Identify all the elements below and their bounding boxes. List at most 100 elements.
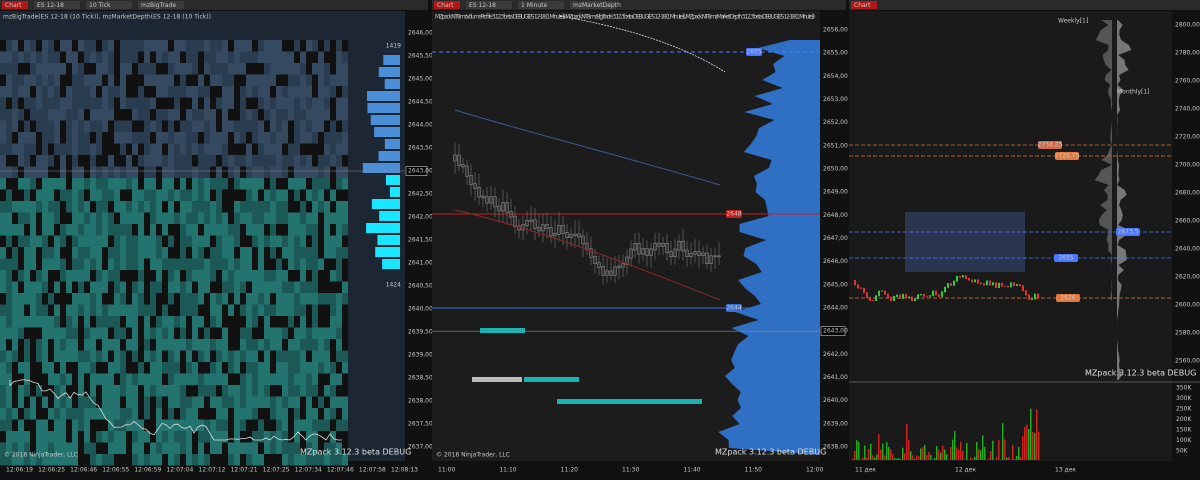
heatmap-cell <box>210 431 216 443</box>
heatmap-cell <box>318 120 324 132</box>
heatmap-cell <box>168 362 174 374</box>
tab-label[interactable]: mzMarketDepth <box>573 2 621 9</box>
heatmap-cell <box>78 419 84 431</box>
heatmap-cell <box>30 247 36 259</box>
heatmap-cell <box>24 419 30 431</box>
heatmap-cell <box>288 189 294 201</box>
heatmap-cell <box>36 40 42 52</box>
tab[interactable] <box>86 1 132 9</box>
heatmap-cell <box>240 304 246 316</box>
heatmap-cell <box>150 408 156 420</box>
heatmap-cell <box>210 327 216 339</box>
heatmap-cell <box>258 270 264 282</box>
tab-label[interactable]: Chart <box>437 2 454 9</box>
heatmap-cell <box>90 120 96 132</box>
tab[interactable] <box>2 1 28 9</box>
heatmap-cell <box>234 362 240 374</box>
heatmap-cell <box>210 189 216 201</box>
heatmap-cell <box>204 385 210 397</box>
heatmap-cell <box>186 97 192 109</box>
heatmap-cell <box>48 40 54 52</box>
heatmap-cell <box>228 63 234 75</box>
heatmap-cell <box>6 339 12 351</box>
heatmap-cell <box>222 109 228 121</box>
heatmap-cell <box>216 442 222 454</box>
heatmap-cell <box>180 350 186 362</box>
heatmap-cell <box>162 201 168 213</box>
heatmap-cell <box>246 316 252 328</box>
heatmap-cell <box>102 431 108 443</box>
heatmap-cell <box>30 362 36 374</box>
heatmap-cell <box>330 362 336 374</box>
tab-label[interactable]: 10 Tick <box>89 2 111 9</box>
volume-bar <box>874 457 876 460</box>
heatmap-cell <box>330 74 336 86</box>
candle-body <box>617 265 621 269</box>
candle-body <box>869 296 871 301</box>
heatmap-cell <box>258 120 264 132</box>
heatmap-cell <box>270 396 276 408</box>
tab-label[interactable]: ES 12-18 <box>469 2 496 9</box>
heatmap-cell <box>228 155 234 167</box>
heatmap-cell <box>306 350 312 362</box>
heatmap-cell <box>144 86 150 98</box>
heatmap-cell <box>270 74 276 86</box>
heatmap-cell <box>342 281 348 293</box>
level-tag <box>746 48 762 56</box>
depth-bar <box>384 139 400 149</box>
heatmap-cell <box>270 120 276 132</box>
candle-body <box>649 248 653 256</box>
tab-label[interactable]: ES 12-18 <box>37 2 64 9</box>
heatmap-cell <box>120 51 126 63</box>
big-trade-bar <box>480 328 525 333</box>
heatmap-cell <box>30 385 36 397</box>
tab[interactable] <box>851 1 877 9</box>
heatmap-cell <box>216 373 222 385</box>
heatmap-cell <box>72 408 78 420</box>
heatmap-cell <box>120 40 126 52</box>
volume-bar <box>964 459 966 460</box>
tab-label[interactable]: Chart <box>854 2 871 9</box>
heatmap-cell <box>246 224 252 236</box>
heatmap-cell <box>282 258 288 270</box>
heatmap-cell <box>228 419 234 431</box>
heatmap-cell <box>144 270 150 282</box>
heatmap-cell <box>174 408 180 420</box>
depth-bar <box>367 103 400 113</box>
tab[interactable] <box>434 1 460 9</box>
heatmap-cell <box>312 212 318 224</box>
tab-label[interactable]: mzBigTrade <box>141 2 176 9</box>
tab-label[interactable]: 1 Minute <box>521 2 548 9</box>
heatmap-cell <box>180 385 186 397</box>
heatmap-cell <box>186 350 192 362</box>
heatmap-cell <box>210 293 216 305</box>
heatmap-cell <box>282 419 288 431</box>
heatmap-cell <box>330 189 336 201</box>
volume-bar <box>856 440 858 460</box>
tab[interactable] <box>466 1 512 9</box>
tab[interactable] <box>570 1 616 9</box>
tab[interactable] <box>138 1 184 9</box>
heatmap-cell <box>72 270 78 282</box>
tab[interactable] <box>518 1 564 9</box>
heatmap-cell <box>252 350 258 362</box>
heatmap-cell <box>12 373 18 385</box>
heatmap-cell <box>36 442 42 454</box>
heatmap-cell <box>228 454 234 466</box>
heatmap-cell <box>114 385 120 397</box>
heatmap-cell <box>252 155 258 167</box>
heatmap-cell <box>48 258 54 270</box>
heatmap-cell <box>252 178 258 190</box>
heatmap-cell <box>336 442 342 454</box>
candle-body <box>896 294 898 297</box>
heatmap-cell <box>240 247 246 259</box>
heatmap-cell <box>198 316 204 328</box>
heatmap-cell <box>306 235 312 247</box>
tab[interactable] <box>34 1 80 9</box>
tab-label[interactable]: Chart <box>5 2 22 9</box>
heatmap-cell <box>276 224 282 236</box>
heatmap-cell <box>102 97 108 109</box>
heatmap-cell <box>90 362 96 374</box>
heatmap-cell <box>6 293 12 305</box>
heatmap-cell <box>306 281 312 293</box>
